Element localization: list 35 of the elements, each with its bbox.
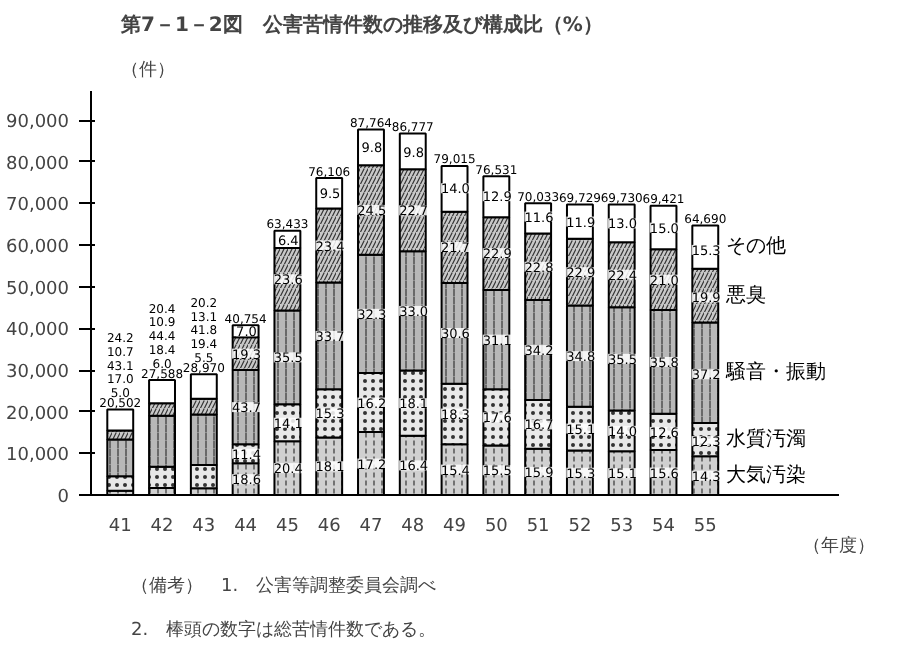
y-tick-label: 50,000 — [6, 279, 70, 300]
x-tick-label: 49 — [443, 517, 467, 537]
series-label: 悪臭 — [724, 282, 767, 307]
text: （備考） 1. 公害等調整委員会調べ — [131, 575, 437, 597]
series-label: 大気汚染 — [726, 462, 807, 487]
y-tick-label: 10,000 — [6, 446, 70, 467]
y-tick-label: 60,000 — [6, 238, 70, 259]
x-tick-label: 53 — [610, 517, 634, 537]
text: 2. 棒頭の数字は総苦情件数である。 — [131, 619, 437, 641]
x-tick-label: 51 — [526, 517, 550, 537]
y-axis-title: （件） — [121, 59, 175, 81]
y-tick-label: 70,000 — [6, 196, 70, 217]
y-tick-label: 90,000 — [6, 113, 70, 134]
y-tick-label: 30,000 — [6, 363, 70, 384]
x-tick-label: 52 — [568, 517, 592, 537]
x-tick-label: 45 — [275, 517, 299, 537]
chart-title: 第7－1－2図 公害苦情件数の推移及び構成比（%） — [119, 13, 603, 37]
x-tick-label: 44 — [234, 517, 258, 537]
x-tick-label: 43 — [192, 517, 216, 537]
y-tick-label: 40,000 — [6, 321, 70, 342]
series-label: 水質汚濁 — [726, 426, 807, 451]
x-tick-label: 46 — [317, 517, 342, 537]
x-tick-label: 41 — [108, 517, 132, 537]
x-tick-label: 50 — [484, 517, 509, 537]
x-tick-label: 54 — [652, 517, 676, 537]
y-tick-label: 80,000 — [6, 154, 70, 175]
y-tick-label: 0 — [57, 488, 70, 508]
series-label: 騒音・振動 — [724, 359, 827, 384]
x-axis-title: （年度） — [803, 535, 875, 557]
y-tick-label: 20,000 — [6, 404, 70, 425]
series-label: その他 — [726, 234, 787, 259]
x-tick-label: 55 — [693, 517, 717, 537]
x-tick-label: 47 — [359, 517, 383, 537]
x-tick-label: 42 — [150, 517, 174, 537]
x-tick-label: 48 — [401, 517, 425, 537]
